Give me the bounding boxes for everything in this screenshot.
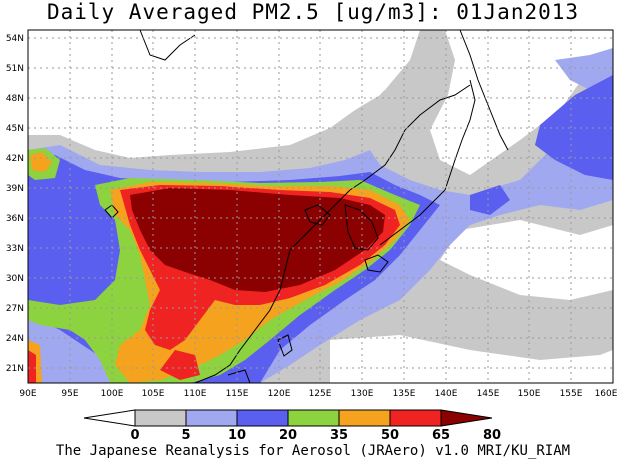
lon-label: 95E [61, 389, 78, 399]
lat-label: 36N [6, 214, 24, 224]
lon-label: 105E [142, 389, 165, 399]
lon-label: 100E [101, 389, 124, 399]
concentration-0-5 [28, 30, 613, 383]
lon-label: 150E [518, 389, 541, 399]
lat-label: 39N [6, 184, 24, 194]
map-frame [27, 29, 614, 384]
map-title: Daily Averaged PM2.5 [ug/m3]: 01Jan2013 [46, 0, 580, 24]
map-area [27, 29, 614, 384]
lon-label: 130E [351, 389, 374, 399]
lon-label: 160E [595, 389, 618, 399]
colorbar-tick-label: 80 [483, 428, 501, 443]
coastlines [104, 29, 509, 384]
lon-label: 120E [268, 389, 291, 399]
colorbar-tick-label: 20 [279, 428, 297, 443]
colorbar-tick-label: 65 [432, 428, 450, 443]
lat-label: 51N [6, 64, 24, 74]
colorbar-tick-label: 10 [228, 428, 246, 443]
lon-label: 135E [393, 389, 416, 399]
colorbar-segment [338, 409, 391, 427]
concentration-above-80 [130, 188, 385, 292]
lat-label: 42N [6, 154, 24, 164]
colorbar-tick-label: 5 [181, 428, 190, 443]
colorbar-arrow-high [440, 409, 493, 427]
lon-label: 110E [184, 389, 207, 399]
lat-label: 33N [6, 244, 24, 254]
lat-label: 27N [6, 304, 24, 314]
colorbar-segment [185, 409, 238, 427]
colorbar-arrow-low [83, 409, 136, 427]
lat-label: 45N [6, 124, 24, 134]
lon-label: 155E [560, 389, 583, 399]
lat-label: 48N [6, 94, 24, 104]
colorbar-segment [134, 409, 187, 427]
footer-credit: The Japanese Reanalysis for Aerosol (JRA… [55, 443, 571, 459]
lon-label: 125E [309, 389, 332, 399]
lat-label: 30N [6, 274, 24, 284]
lon-label: 140E [435, 389, 458, 399]
lon-label: 115E [226, 389, 249, 399]
colorbar-segment [236, 409, 289, 427]
graticule [28, 30, 613, 383]
lon-label: 90E [19, 389, 36, 399]
lat-label: 24N [6, 334, 24, 344]
colorbar-segment [287, 409, 340, 427]
colorbar-tick-label: 0 [130, 428, 139, 443]
colorbar-tick-label: 50 [381, 428, 399, 443]
lon-label: 145E [477, 389, 500, 399]
longitude-labels: 90E 95E 100E 105E 110E 115E 120E 125E 13… [19, 389, 617, 399]
lat-label: 54N [6, 34, 24, 44]
colorbar: 0 5 10 20 35 50 65 80 [83, 409, 501, 443]
latitude-labels: 54N 51N 48N 45N 42N 39N 36N 33N 30N 27N … [6, 34, 24, 374]
colorbar-segment [389, 409, 442, 427]
colorbar-tick-label: 35 [330, 428, 348, 443]
lat-label: 21N [6, 364, 24, 374]
